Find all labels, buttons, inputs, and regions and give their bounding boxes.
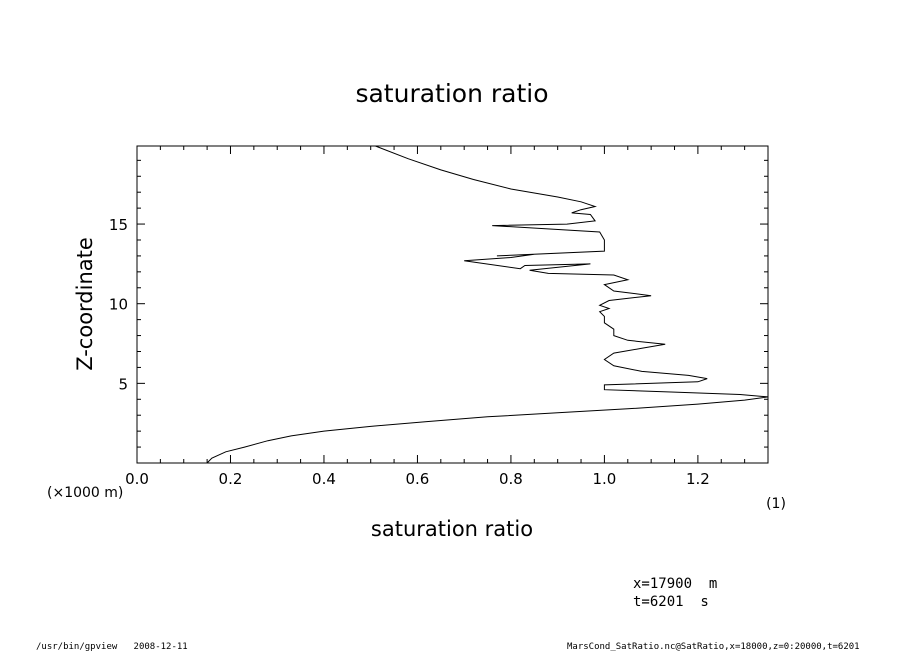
y-tick-label: 5 [118,375,128,393]
x-tick-label: 0.2 [219,470,243,488]
x-tick-labels: 0.0 0.2 0.4 0.6 0.8 1.0 1.2 [125,470,710,488]
axis-ticks [136,146,769,463]
x-tick-label: 1.0 [592,470,616,488]
y-axis-label: Z-coordinate [73,237,97,371]
x-axis-label: saturation ratio [371,517,533,541]
footer-command: /usr/bin/gpview 2008-12-11 [36,642,188,652]
series-group [206,145,769,464]
y-tick-label: 10 [109,296,128,314]
time-readout: t=6201 s [633,594,709,610]
x-tick-label: 0.8 [499,470,523,488]
x-tick-label: 0.4 [312,470,336,488]
x-position-readout: x=17900 m [633,576,718,592]
saturation-ratio-line [206,145,769,464]
x-tick-label: 0.6 [406,470,430,488]
footer-source: MarsCond_SatRatio.nc@SatRatio,x=18000,z=… [567,642,860,652]
y-tick-labels: 5 10 15 [109,216,128,393]
x-tick-label: 1.2 [686,470,710,488]
y-tick-label: 15 [109,216,128,234]
y-axis-unit: (×1000 m) [47,485,123,501]
x-tick-label: 0.0 [125,470,149,488]
x-axis-unit: (1) [766,496,786,512]
plot-frame [136,145,769,464]
chart-title: saturation ratio [355,79,548,108]
